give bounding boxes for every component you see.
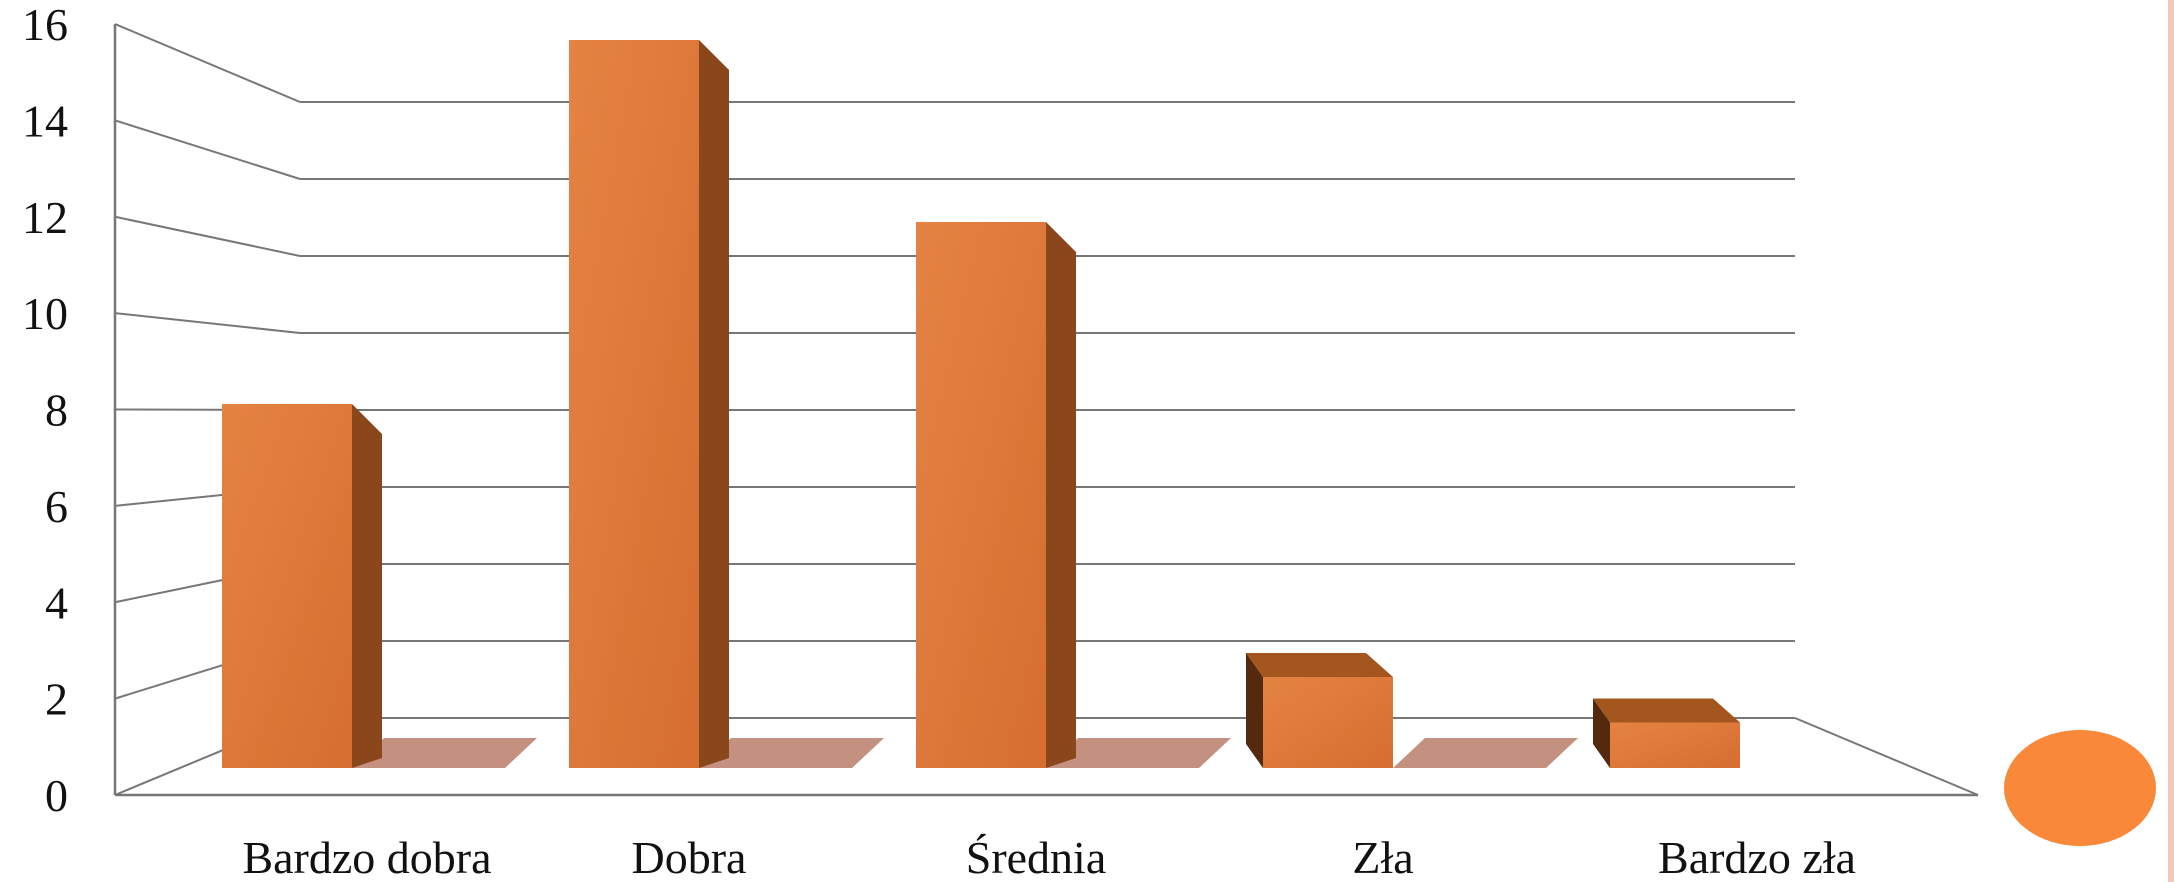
bar-side	[1593, 698, 1610, 768]
bar-front	[916, 222, 1046, 768]
bar-side	[699, 40, 729, 768]
x-category-label: Bardzo dobra	[242, 832, 491, 882]
y-tick-label: 12	[22, 192, 68, 243]
slide-edge-stripe	[2168, 0, 2174, 882]
bar-top	[1246, 653, 1393, 677]
left-wall-gridline	[114, 215, 301, 257]
y-tick-label: 8	[45, 385, 68, 436]
bars	[222, 40, 1740, 768]
x-category-label: Zła	[1352, 832, 1413, 882]
left-wall-gridline	[114, 119, 301, 180]
bar-4	[1246, 653, 1393, 768]
bar-shadow	[352, 738, 537, 768]
y-tick-label: 0	[45, 770, 68, 821]
decorative-circle	[2004, 730, 2156, 846]
bar-front	[1610, 722, 1740, 768]
x-category-label: Średnia	[966, 832, 1107, 882]
bar-front	[569, 40, 699, 768]
x-category-label: Bardzo zła	[1658, 832, 1856, 882]
left-wall-gridline	[114, 312, 301, 334]
y-tick-label: 2	[45, 674, 68, 725]
x-axis-labels: Bardzo dobra Dobra Średnia Zła Bardzo zła	[242, 832, 1856, 882]
bar-2	[569, 40, 729, 768]
y-tick-label: 14	[22, 95, 68, 146]
bar-shadow	[1046, 738, 1231, 768]
bar-shadow	[1393, 738, 1578, 768]
y-tick-label: 6	[45, 481, 68, 532]
y-tick-label: 16	[22, 0, 68, 50]
floor-right-edge	[1794, 717, 1979, 796]
bar-shadow	[699, 738, 884, 768]
bar-side	[1246, 653, 1263, 768]
bar-front	[1263, 677, 1393, 768]
bar-side	[352, 404, 382, 768]
bar-5	[1593, 698, 1740, 768]
bar-side	[1046, 222, 1076, 768]
left-wall-gridline	[114, 23, 301, 103]
x-category-label: Dobra	[632, 832, 747, 882]
bar-top	[1593, 698, 1740, 723]
bar-1	[222, 404, 382, 768]
bar-3	[916, 222, 1076, 768]
y-axis-ticks: 0 2 4 6 8 10 12 14 16	[22, 0, 68, 821]
bar-front	[222, 404, 352, 768]
y-tick-label: 4	[45, 577, 68, 628]
y-tick-label: 10	[22, 288, 68, 339]
bar-shadows	[352, 738, 1578, 768]
